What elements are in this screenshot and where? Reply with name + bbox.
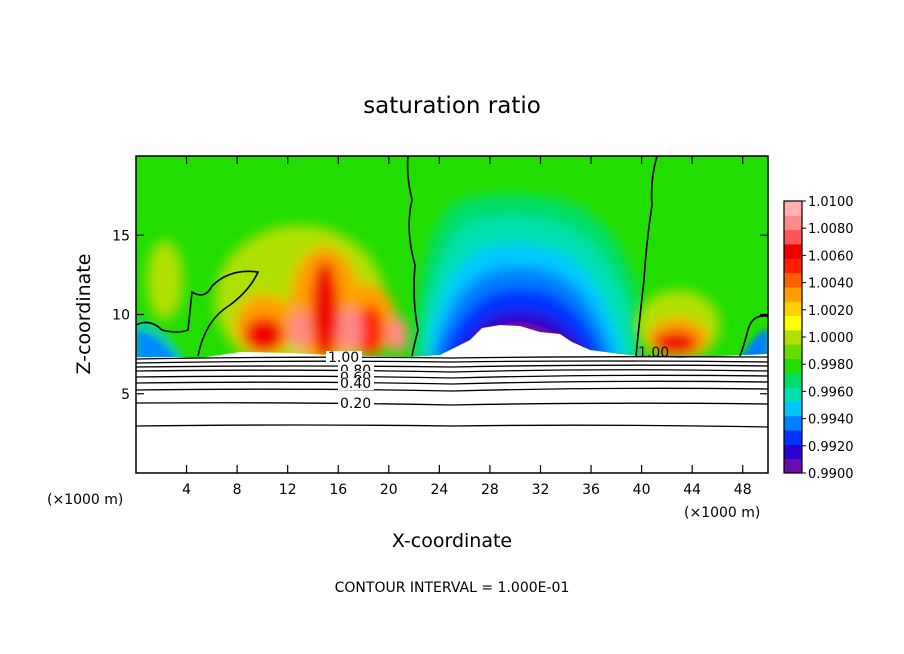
contour-labels: 1.00 1.00 0.80 0.60 0.40 0.20 [326,345,669,412]
colorbar-swatch [784,243,802,259]
colorbar: 1.0100 1.0080 1.0060 1.0040 1.0020 1.0000 0.99… [783,195,854,482]
colorbar-swatch [784,401,802,417]
unity-contour-central-left [406,156,419,357]
left-dry-zone-rim [136,318,186,361]
lower-contours [136,356,768,428]
y-tick-label: 10 [112,308,130,324]
colorbar-swatch [784,344,802,359]
colorbar-swatch [784,387,802,402]
plume-yellow-2 [147,240,183,320]
x-tick-label: 32 [532,482,550,498]
colorbar-swatch [784,415,802,431]
plume-red-2 [244,317,284,353]
contour-label-2: 1.00 [638,345,669,361]
colorbar-swatch [784,215,802,231]
y-axis-ticks: 5 10 15 [112,228,768,403]
colorbar-tick-label: 1.0000 [808,331,854,346]
plume-red-4 [654,331,698,355]
plume-pink-1 [290,310,310,350]
contour-label-bg-1 [326,351,362,363]
contour-2 [136,360,768,364]
unity-contour-right [739,314,768,357]
y-tick-label: 15 [112,228,130,244]
surface-white-layer [136,325,768,473]
unity-contour-left [136,270,260,357]
x-tick-label: 16 [329,482,347,498]
contour-label-1: 1.00 [328,350,359,366]
contour-label-6: 0.20 [340,396,371,412]
plume-red-1 [311,260,339,360]
x-tick-label: 12 [279,482,297,498]
x-tick-label: 36 [582,482,600,498]
contour-6 [136,380,768,385]
colorbar-swatch [784,458,802,474]
x-tick-label: 8 [233,482,242,498]
colorbar-tick-label: 1.0040 [808,277,854,292]
colorbar-tick-label: 0.9960 [808,385,854,400]
colorbar-swatch [784,201,802,216]
x-tick-label: 48 [734,482,752,498]
colorbar-tick-label: 1.0100 [808,195,854,210]
colorbar-tick-label: 0.9980 [808,358,854,373]
unity-contours [136,156,768,357]
x-tick-label: 44 [683,482,701,498]
colorbar-swatch [784,229,802,245]
colorbar-swatch [784,372,802,388]
x-tick-label: 24 [430,482,448,498]
right-dry-zone [740,328,768,361]
edge-dry-zones [136,318,768,361]
x-tick-label: 28 [481,482,499,498]
contour-4 [136,369,768,373]
x-tick-label: 40 [633,482,651,498]
supersaturated-plumes [147,225,720,375]
contour-7 [136,387,768,392]
colorbar-tick-label: 1.0080 [808,222,854,237]
colorbar-swatch [784,329,802,345]
colorbar-swatch [784,272,802,288]
colorbar-tick-label: 1.0060 [808,249,854,264]
y-tick-label: 5 [121,387,130,403]
contour-label-5: 0.40 [340,376,371,392]
plot-area: 1.00 1.00 0.80 0.60 0.40 0.20 [136,156,768,473]
x-unit-right: (×1000 m) [684,505,760,521]
colorbar-swatch [784,315,802,331]
colorbar-tick-label: 0.9940 [808,413,854,428]
contour-label-bg-6 [338,397,374,409]
colorbar-tick-label: 1.0020 [808,304,854,319]
contour-3 [136,364,768,368]
unity-contour-central-right [635,156,658,357]
chart-title: saturation ratio [363,93,541,119]
plume-red-3 [356,305,384,355]
x-tick-label: 20 [380,482,398,498]
colorbar-swatch [784,444,802,460]
colorbar-swatch [784,301,802,317]
x-tick-label: 4 [182,482,191,498]
x-axis-label: X-coordinate [392,530,512,552]
colorbar-swatch [784,258,802,274]
colorbar-swatch [784,358,802,374]
contour-9 [136,424,768,428]
contour-5 [136,374,768,379]
colorbar-swatch [784,286,802,302]
contour-label-bg-5 [338,378,374,390]
y-axis-label: Z-coordinate [73,254,95,375]
x-axis-ticks: 4 8 12 16 20 24 28 32 36 40 44 48 [182,156,752,498]
contour-interval-note: CONTOUR INTERVAL = 1.000E-01 [335,580,570,596]
plume-pink-3 [388,317,408,353]
colorbar-tick-label: 0.9900 [808,467,854,482]
plume-pink-2 [338,308,362,352]
colorbar-tick-label: 0.9920 [808,440,854,455]
contour-8 [136,402,768,406]
x-unit-left: (×1000 m) [47,492,123,508]
contour-1 [136,356,768,360]
colorbar-swatch [784,430,802,445]
